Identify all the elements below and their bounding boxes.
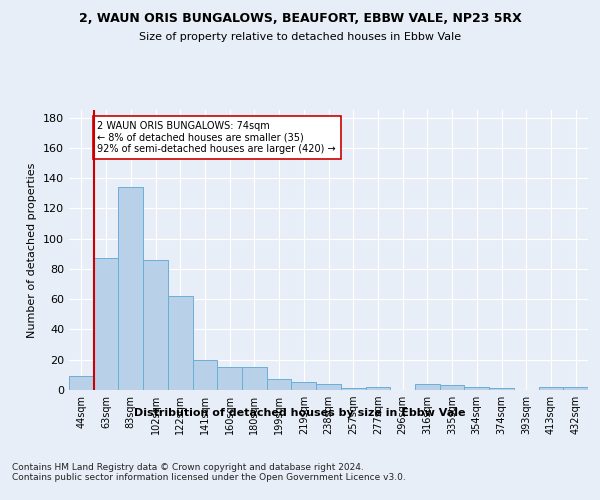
Bar bbox=[242, 368, 267, 390]
Bar bbox=[292, 382, 316, 390]
Y-axis label: Number of detached properties: Number of detached properties bbox=[28, 162, 37, 338]
Bar bbox=[464, 387, 489, 390]
Bar bbox=[341, 388, 365, 390]
Text: Size of property relative to detached houses in Ebbw Vale: Size of property relative to detached ho… bbox=[139, 32, 461, 42]
Bar bbox=[168, 296, 193, 390]
Text: Distribution of detached houses by size in Ebbw Vale: Distribution of detached houses by size … bbox=[134, 408, 466, 418]
Bar bbox=[316, 384, 341, 390]
Bar bbox=[440, 386, 464, 390]
Bar bbox=[267, 380, 292, 390]
Bar bbox=[415, 384, 440, 390]
Text: Contains HM Land Registry data © Crown copyright and database right 2024.
Contai: Contains HM Land Registry data © Crown c… bbox=[12, 462, 406, 482]
Bar bbox=[118, 187, 143, 390]
Bar bbox=[489, 388, 514, 390]
Bar bbox=[539, 387, 563, 390]
Text: 2, WAUN ORIS BUNGALOWS, BEAUFORT, EBBW VALE, NP23 5RX: 2, WAUN ORIS BUNGALOWS, BEAUFORT, EBBW V… bbox=[79, 12, 521, 26]
Text: 2 WAUN ORIS BUNGALOWS: 74sqm
← 8% of detached houses are smaller (35)
92% of sem: 2 WAUN ORIS BUNGALOWS: 74sqm ← 8% of det… bbox=[97, 120, 336, 154]
Bar bbox=[365, 387, 390, 390]
Bar bbox=[94, 258, 118, 390]
Bar bbox=[217, 368, 242, 390]
Bar bbox=[563, 387, 588, 390]
Bar bbox=[69, 376, 94, 390]
Bar bbox=[143, 260, 168, 390]
Bar bbox=[193, 360, 217, 390]
